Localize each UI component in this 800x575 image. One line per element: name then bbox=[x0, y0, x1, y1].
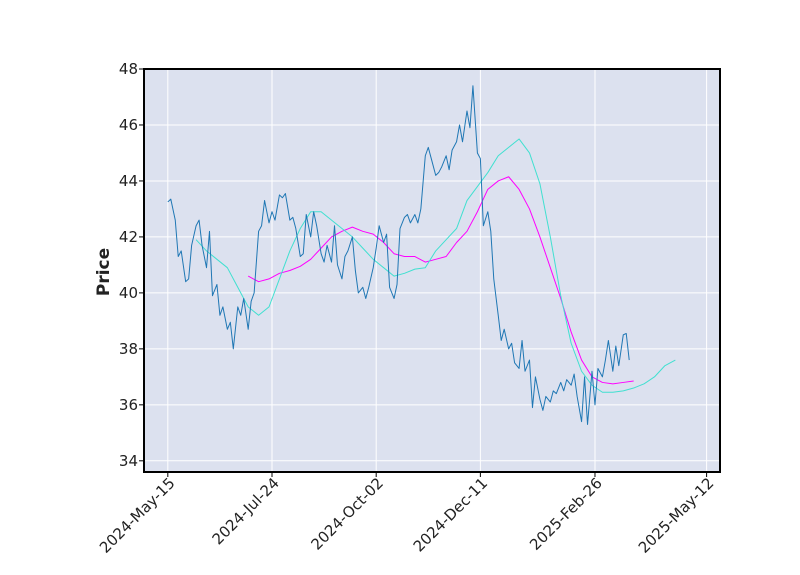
y-tick-label: 42 bbox=[119, 228, 138, 246]
series-line-close bbox=[167, 85, 630, 425]
plot-background bbox=[144, 69, 720, 472]
y-axis-title: Price bbox=[94, 248, 114, 296]
y-tick-label: 48 bbox=[119, 60, 138, 78]
y-axis: 34 36 38 40 42 44 46 48 bbox=[119, 60, 144, 470]
plot-frame bbox=[143, 68, 721, 473]
y-tick-label: 34 bbox=[119, 452, 138, 470]
x-tick-label: 2025-Feb-26 bbox=[526, 474, 606, 554]
x-tick-label: 2024-May-15 bbox=[96, 474, 179, 557]
series-layer bbox=[167, 85, 676, 425]
x-tick-label: 2024-Oct-02 bbox=[307, 474, 387, 554]
y-tick-label: 40 bbox=[119, 284, 138, 302]
x-tick-label: 2025-May-12 bbox=[635, 474, 718, 557]
y-tick-label: 36 bbox=[119, 396, 138, 414]
y-tick-label: 38 bbox=[119, 340, 138, 358]
series-line-ma-long bbox=[247, 176, 634, 385]
series-line-ma-short bbox=[195, 138, 676, 393]
x-tick-label: 2024-Dec-11 bbox=[410, 474, 491, 555]
x-axis: 2024-May-15 2024-Jul-24 2024-Oct-02 2024-De… bbox=[96, 472, 717, 557]
y-tick-label: 46 bbox=[119, 116, 138, 134]
x-tick-label: 2024-Jul-24 bbox=[209, 474, 283, 548]
y-tick-label: 44 bbox=[119, 172, 138, 190]
